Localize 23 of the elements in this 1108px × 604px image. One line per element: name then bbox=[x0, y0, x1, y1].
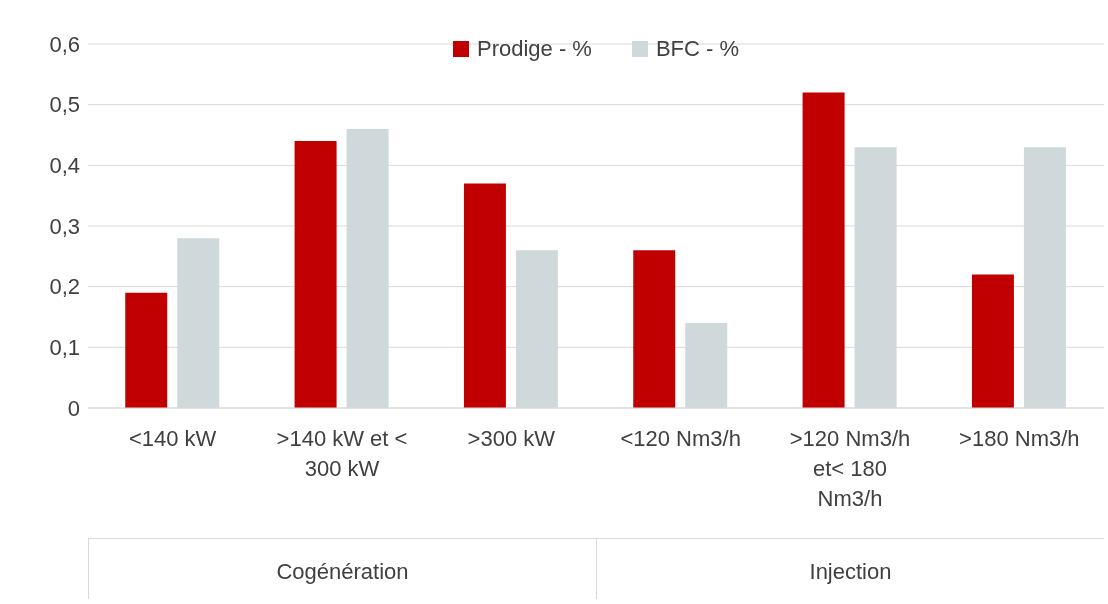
x-tick-label: >300 kW bbox=[467, 426, 556, 451]
bar bbox=[294, 141, 337, 408]
bar bbox=[633, 250, 676, 408]
legend-label: Prodige - % bbox=[476, 36, 592, 62]
y-tick-label: 0,4 bbox=[49, 153, 80, 179]
x-tick-label: >180 Nm3/h bbox=[959, 426, 1080, 451]
bar bbox=[971, 274, 1014, 408]
text: Injection bbox=[596, 539, 1104, 599]
y-tick-label: 0,5 bbox=[49, 92, 80, 118]
bar bbox=[125, 292, 168, 408]
y-tick-label: 0,1 bbox=[49, 335, 80, 361]
y-tick-label: 0 bbox=[67, 395, 80, 421]
x-tick-label: >140 kW et < 300 kW bbox=[276, 426, 408, 481]
text: Cogénération bbox=[88, 539, 596, 599]
bar bbox=[463, 183, 506, 408]
x-tick-label: <120 Nm3/h bbox=[620, 426, 741, 451]
x-tick-label: >120 Nm3/h et< 180 Nm3/h bbox=[789, 426, 911, 511]
y-tick-label: 0,2 bbox=[49, 274, 80, 300]
bar bbox=[802, 92, 845, 408]
y-tick-label: 0,3 bbox=[49, 213, 80, 239]
legend-label: BFC - % bbox=[655, 36, 740, 62]
y-tick-label: 0,6 bbox=[49, 31, 80, 57]
x-tick-label: <140 kW bbox=[128, 426, 217, 451]
